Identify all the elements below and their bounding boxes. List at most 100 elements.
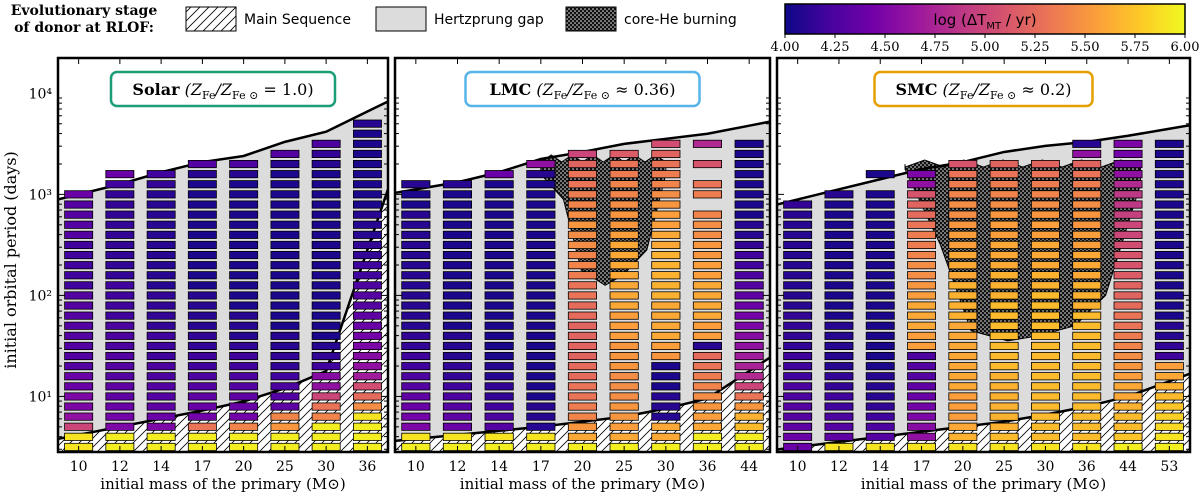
grid-cell	[64, 362, 94, 371]
grid-cell	[1072, 422, 1102, 431]
grid-cell	[824, 422, 854, 431]
grid-cell	[442, 301, 472, 310]
grid-cell	[146, 341, 176, 350]
grid-cell	[734, 170, 764, 179]
grid-cell	[948, 200, 978, 209]
grid-cell	[229, 301, 259, 310]
grid-cell	[651, 200, 681, 209]
grid-cell	[526, 392, 556, 401]
grid-cell	[567, 210, 597, 219]
grid-cell	[824, 402, 854, 411]
grid-cell	[105, 422, 135, 431]
grid-cell	[105, 190, 135, 199]
grid-cell	[1154, 321, 1184, 330]
grid-cell	[484, 261, 514, 270]
panel-solar: 10 12 14 17 20 25 30 36 initial mass of the prim…	[29, 56, 390, 493]
grid-cell	[567, 341, 597, 350]
grid-cell	[609, 261, 639, 270]
grid-cell	[105, 230, 135, 239]
grid-cell	[64, 341, 94, 350]
grid-cell	[64, 412, 94, 421]
grid-cell	[352, 159, 382, 169]
grid-cell	[1113, 392, 1143, 401]
grid-cell	[187, 180, 217, 189]
grid-cell	[651, 170, 681, 179]
grid-cell	[651, 240, 681, 250]
grid-cell	[229, 311, 259, 320]
grid-cell	[1113, 180, 1143, 189]
grid-cell	[824, 200, 854, 209]
grid-cell	[609, 311, 639, 320]
grid-cell	[229, 281, 259, 290]
grid-cell	[609, 362, 639, 371]
grid-cell	[1154, 230, 1184, 239]
grid-cell	[1113, 301, 1143, 310]
x-tick-label: 14	[871, 459, 889, 475]
grid-cell	[352, 422, 382, 431]
grid-cell	[187, 362, 217, 371]
grid-cell	[105, 372, 135, 381]
grid-cell	[907, 240, 937, 250]
grid-cell	[948, 392, 978, 401]
grid-cell	[989, 392, 1019, 401]
x-tick-label: 14	[152, 459, 170, 475]
grid-cell	[1072, 432, 1102, 441]
grid-cell	[442, 281, 472, 290]
grid-cell	[1113, 281, 1143, 290]
grid-cell	[948, 432, 978, 441]
x-tick-label: 30	[317, 459, 335, 475]
main-sequence-region	[777, 373, 1190, 452]
grid-cell	[484, 382, 514, 391]
grid-cell	[146, 301, 176, 310]
grid-cell	[401, 321, 431, 330]
grid-cell	[1072, 402, 1102, 411]
grid-cell	[105, 180, 135, 189]
grid-cell	[609, 321, 639, 330]
grid-cell	[64, 402, 94, 411]
grid-cell	[692, 281, 722, 290]
x-tick-label: 12	[830, 459, 848, 475]
grid-cell	[229, 331, 259, 340]
grid-cell	[526, 412, 556, 421]
grid-cell	[1154, 402, 1184, 411]
grid-cell	[989, 250, 1019, 260]
grid-cell	[146, 422, 176, 431]
main-sequence-region	[58, 189, 388, 452]
grid-cell	[270, 159, 300, 169]
grid-cell	[948, 291, 978, 300]
grid-cell	[146, 230, 176, 239]
grid-cell	[567, 291, 597, 300]
grid-cell	[187, 261, 217, 270]
grid-cell	[64, 311, 94, 320]
grid-cell	[609, 200, 639, 209]
grid-cell	[1072, 149, 1102, 159]
grid-cell	[64, 220, 94, 229]
grid-cell	[1031, 240, 1060, 250]
grid-cell	[526, 190, 556, 199]
grid-cell	[692, 291, 722, 300]
grid-cell	[352, 281, 382, 290]
grid-cell	[484, 412, 514, 421]
grid-cell	[865, 271, 895, 280]
grid-cell	[526, 402, 556, 411]
grid-cell	[187, 351, 217, 361]
colorbar: log (ΔTMT / yr) 4.00 4.25 4.50 4.75 5.00 5.25…	[771, 3, 1199, 55]
grid-cell	[229, 362, 259, 371]
grid-cell	[651, 301, 681, 310]
grid-cell	[651, 190, 681, 199]
grid-cell	[651, 412, 681, 421]
grid-cell	[401, 271, 431, 280]
grid-cell	[1031, 412, 1060, 421]
grid-cell	[1154, 291, 1184, 300]
grid-cell	[865, 422, 895, 431]
grid-cell	[352, 402, 382, 411]
grid-cell	[651, 149, 681, 159]
grid-cell	[989, 261, 1019, 270]
grid-cell	[1031, 180, 1060, 189]
grid-cell	[311, 331, 341, 340]
grid-cell	[948, 382, 978, 391]
grid-cell	[1113, 412, 1143, 421]
grid-cell	[484, 331, 514, 340]
grid-cell	[352, 271, 382, 280]
grid-cell	[1113, 362, 1143, 371]
